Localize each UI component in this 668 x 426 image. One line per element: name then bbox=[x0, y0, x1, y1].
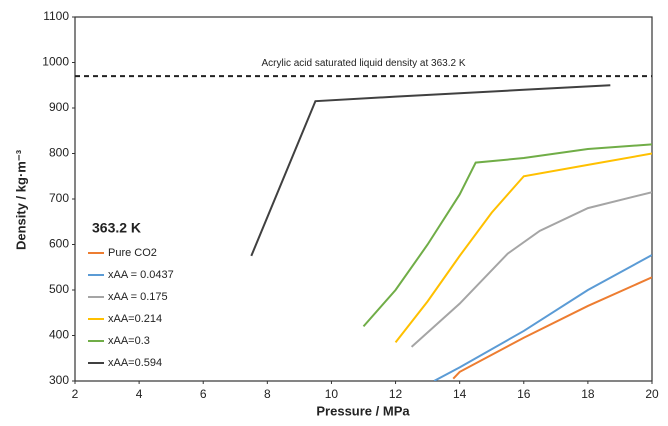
x-tick-label: 10 bbox=[325, 387, 339, 401]
legend-label: xAA = 0.175 bbox=[108, 291, 168, 303]
x-tick-label: 20 bbox=[645, 387, 659, 401]
x-axis-title: Pressure / MPa bbox=[316, 403, 410, 418]
reference-label: Acrylic acid saturated liquid density at… bbox=[262, 58, 466, 69]
series-line bbox=[362, 143, 652, 328]
x-tick-label: 8 bbox=[264, 387, 271, 401]
y-tick-label: 300 bbox=[49, 373, 69, 387]
x-tick-label: 4 bbox=[136, 387, 143, 401]
y-tick-label: 800 bbox=[49, 146, 69, 160]
legend-title: 363.2 K bbox=[92, 220, 141, 236]
x-tick-label: 14 bbox=[453, 387, 467, 401]
y-tick-label: 600 bbox=[49, 237, 69, 251]
series-line bbox=[394, 152, 652, 343]
legend-label: xAA=0.594 bbox=[108, 357, 162, 369]
y-tick-label: 500 bbox=[49, 282, 69, 296]
y-axis-title: Density / kg·m⁻³ bbox=[13, 149, 28, 250]
x-tick-label: 2 bbox=[72, 387, 79, 401]
x-tick-label: 6 bbox=[200, 387, 207, 401]
y-tick-label: 900 bbox=[49, 100, 69, 114]
legend-label: xAA = 0.0437 bbox=[108, 269, 174, 281]
series-line bbox=[452, 276, 652, 380]
y-tick-label: 700 bbox=[49, 191, 69, 205]
x-tick-label: 12 bbox=[389, 387, 403, 401]
legend-label: xAA=0.3 bbox=[108, 335, 150, 347]
y-tick-label: 400 bbox=[49, 328, 69, 342]
legend-label: xAA=0.214 bbox=[108, 313, 162, 325]
plot-area bbox=[250, 84, 652, 381]
x-tick-label: 16 bbox=[517, 387, 531, 401]
series-line bbox=[433, 254, 652, 381]
series-line bbox=[410, 191, 652, 348]
y-tick-label: 1100 bbox=[43, 9, 69, 23]
series-line bbox=[250, 84, 611, 257]
x-tick-label: 18 bbox=[581, 387, 595, 401]
y-tick-label: 1000 bbox=[42, 55, 69, 69]
legend-box bbox=[84, 215, 176, 363]
legend-label: Pure CO2 bbox=[108, 247, 157, 259]
